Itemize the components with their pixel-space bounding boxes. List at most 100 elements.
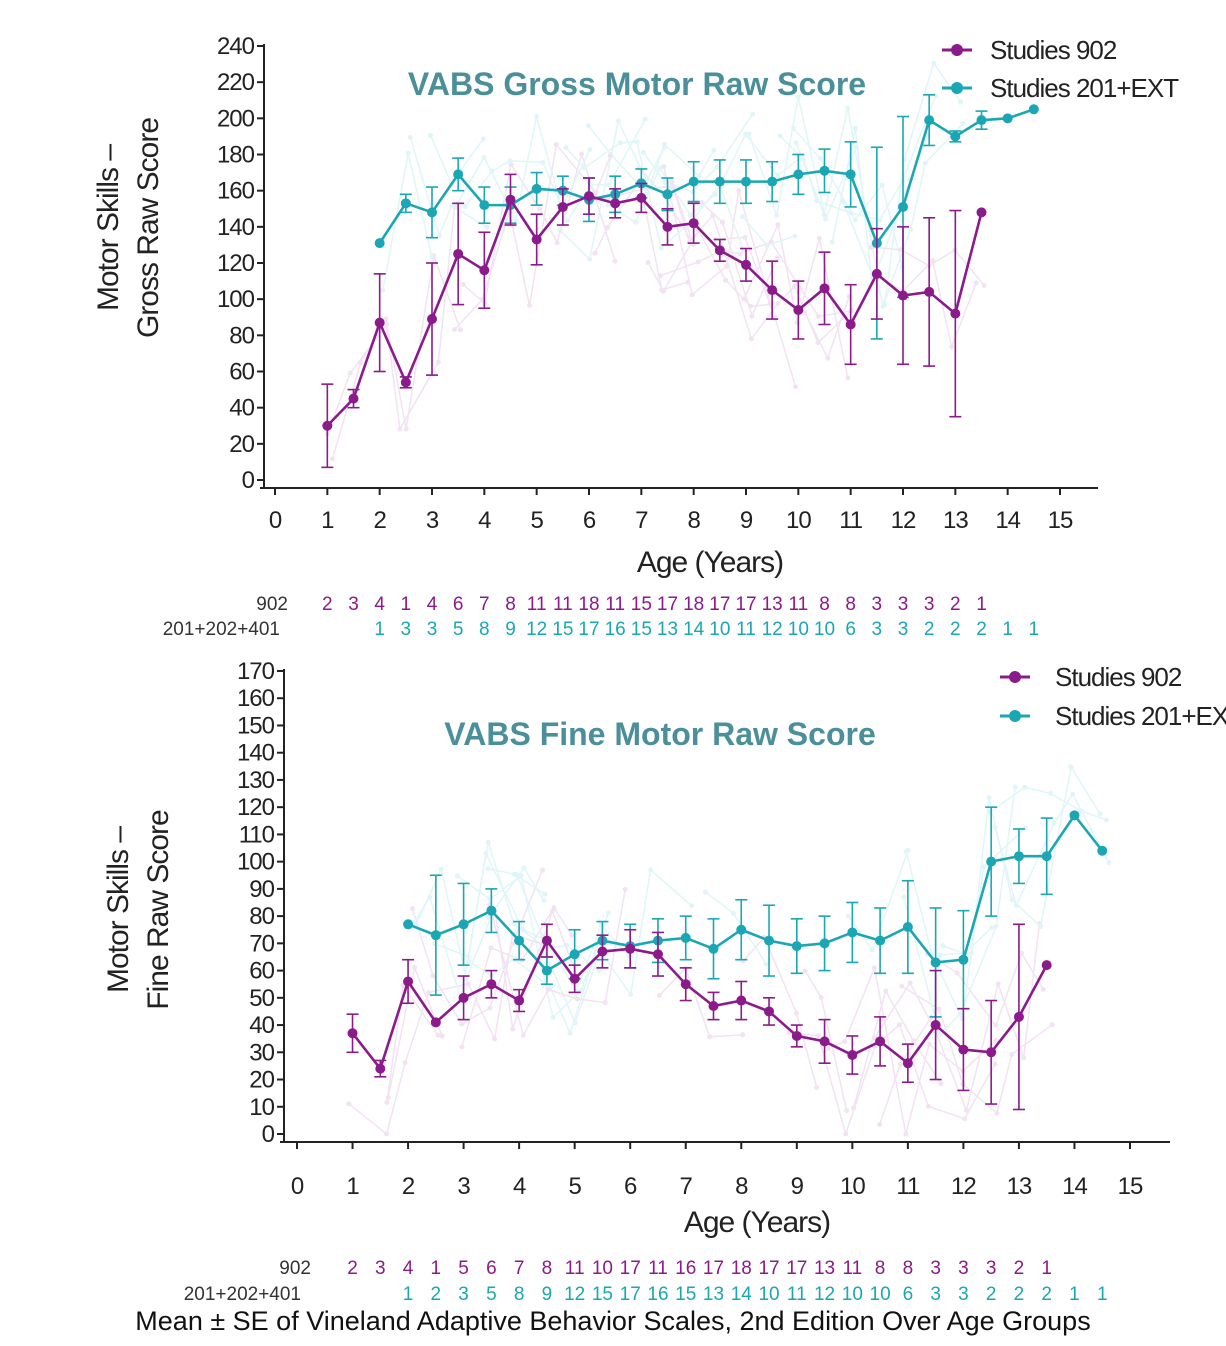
individual-trajectory xyxy=(788,1023,996,1137)
legend-label: Studies 902 xyxy=(990,35,1117,65)
individual-point xyxy=(903,849,909,855)
individual-point xyxy=(737,251,743,257)
individual-point xyxy=(1021,1055,1027,1061)
data-point xyxy=(348,393,359,404)
y-tick-label: 80 xyxy=(229,322,254,349)
data-point xyxy=(1069,810,1080,821)
individual-point xyxy=(937,1031,943,1037)
x-tick-label: 12 xyxy=(891,507,916,534)
count-902: 11 xyxy=(788,594,808,615)
individual-point xyxy=(930,257,936,263)
count-902: 17 xyxy=(657,594,678,615)
count-201: 11 xyxy=(787,1284,807,1305)
data-point xyxy=(986,1047,997,1058)
data-point xyxy=(741,176,751,187)
individual-point xyxy=(897,1061,903,1067)
individual-trajectory xyxy=(700,201,778,319)
count-201: 10 xyxy=(814,619,835,640)
data-point xyxy=(847,1050,858,1061)
individual-point xyxy=(840,199,846,205)
y-tick-label: 60 xyxy=(249,958,274,985)
y-tick-label: 220 xyxy=(217,69,255,96)
individual-point xyxy=(511,956,517,962)
individual-point xyxy=(604,225,610,231)
count-201: 17 xyxy=(620,1284,641,1305)
individual-point xyxy=(877,1121,883,1127)
y-tick-label: 240 xyxy=(217,33,255,60)
individual-point xyxy=(567,1030,573,1036)
y-tick-label: 10 xyxy=(249,1094,274,1121)
individual-point xyxy=(520,926,526,932)
count-902: 11 xyxy=(565,1258,585,1279)
count-902: 1 xyxy=(1041,1258,1052,1279)
individual-point xyxy=(409,906,415,912)
individual-point xyxy=(402,1060,408,1066)
count-201: 1 xyxy=(1002,619,1013,640)
data-point xyxy=(791,1030,802,1041)
count-902: 18 xyxy=(683,594,704,615)
data-point xyxy=(486,979,497,990)
individual-point xyxy=(435,1032,441,1038)
individual-point xyxy=(845,375,851,381)
individual-point xyxy=(994,1110,1000,1116)
x-tick-label: 9 xyxy=(740,507,753,534)
individual-point xyxy=(487,1005,493,1011)
individual-point xyxy=(593,190,599,196)
data-point xyxy=(950,131,961,142)
data-point xyxy=(458,992,469,1003)
individual-point xyxy=(981,864,987,870)
series-201 xyxy=(374,94,1039,340)
data-point xyxy=(875,1036,886,1047)
count-902: 3 xyxy=(898,594,909,615)
data-point xyxy=(819,165,830,176)
series-line xyxy=(351,938,1048,1072)
y-tick-label: 130 xyxy=(237,767,275,794)
count-902: 3 xyxy=(958,1258,969,1279)
data-point xyxy=(902,922,913,933)
individual-trajectory xyxy=(660,240,852,318)
individual-point xyxy=(695,259,701,265)
individual-point xyxy=(1009,897,1015,903)
x-tick-label: 10 xyxy=(786,507,811,534)
count-201: 10 xyxy=(709,619,730,640)
data-point xyxy=(688,176,699,187)
count-902: 16 xyxy=(675,1258,696,1279)
individual-point xyxy=(963,1107,969,1113)
individual-point xyxy=(1078,808,1084,814)
count-201: 9 xyxy=(505,619,516,640)
individual-trajectory xyxy=(457,116,591,223)
y-tick-label: 30 xyxy=(249,1039,274,1066)
individual-point xyxy=(347,370,353,376)
data-point xyxy=(902,1058,913,1069)
count-201: 3 xyxy=(958,1284,969,1305)
count-201: 1 xyxy=(1029,619,1040,640)
count-201: 1 xyxy=(1069,1284,1080,1305)
individual-point xyxy=(642,116,648,122)
individual-point xyxy=(481,154,487,160)
individual-point xyxy=(993,1037,999,1043)
count-902: 18 xyxy=(578,594,599,615)
count-902: 3 xyxy=(872,594,883,615)
legend-marker xyxy=(951,82,963,94)
individual-point xyxy=(989,925,995,931)
data-point xyxy=(764,935,775,946)
data-point xyxy=(403,976,414,987)
data-point xyxy=(1013,851,1024,862)
y-axis-label: Motor Skills – xyxy=(102,826,135,993)
data-point xyxy=(680,979,691,990)
individual-point xyxy=(554,240,560,246)
count-201: 1 xyxy=(1097,1284,1108,1305)
data-point xyxy=(688,218,699,229)
individual-point xyxy=(510,1026,516,1032)
individual-point xyxy=(628,991,634,997)
individual-trajectory xyxy=(457,874,610,1019)
data-point xyxy=(557,201,568,212)
individual-point xyxy=(397,426,403,432)
individual-point xyxy=(587,146,593,152)
count-201: 14 xyxy=(683,619,705,640)
individual-point xyxy=(435,359,441,365)
individual-trajectory xyxy=(464,118,646,223)
individual-point xyxy=(777,133,783,139)
count-201: 2 xyxy=(1041,1284,1052,1305)
individual-point xyxy=(1012,784,1018,790)
